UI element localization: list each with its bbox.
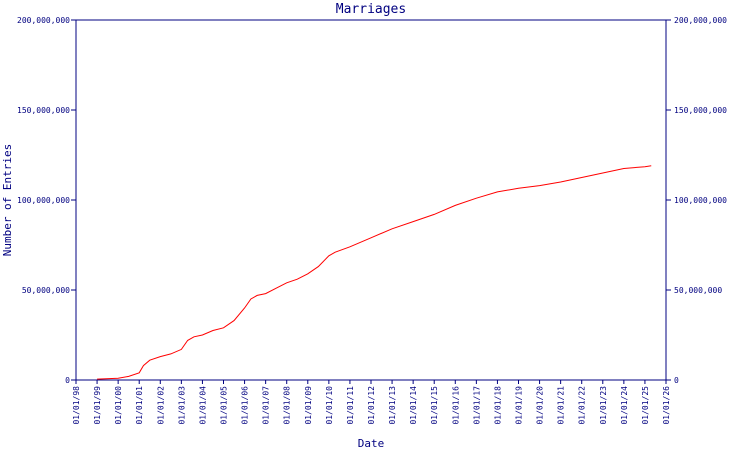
x-tick-label: 01/01/04 — [198, 386, 207, 425]
x-tick-label: 01/01/26 — [662, 386, 671, 425]
x-tick-label: 01/01/14 — [409, 386, 418, 425]
chart-title: Marriages — [336, 2, 406, 17]
y-tick-label: 100,000,000 — [17, 196, 70, 205]
x-tick-label: 01/01/01 — [135, 386, 144, 425]
x-tick-label: 01/01/20 — [536, 386, 545, 425]
x-tick-label: 01/01/05 — [220, 386, 229, 425]
y-axis-label: Number of Entries — [1, 144, 14, 257]
x-tick-label: 01/01/23 — [599, 386, 608, 425]
x-tick-label: 01/01/12 — [367, 386, 376, 425]
x-tick-label: 01/01/99 — [93, 386, 102, 425]
y2-tick-label: 150,000,000 — [674, 106, 727, 115]
x-tick-label: 01/01/02 — [156, 386, 165, 425]
x-tick-label: 01/01/22 — [578, 386, 587, 425]
y-tick-label: 150,000,000 — [17, 106, 70, 115]
x-tick-label: 01/01/25 — [641, 386, 650, 425]
x-tick-label: 01/01/10 — [325, 386, 334, 425]
y2-tick-label: 100,000,000 — [674, 196, 727, 205]
x-tick-label: 01/01/11 — [346, 386, 355, 425]
x-tick-label: 01/01/06 — [241, 386, 250, 425]
x-tick-label: 01/01/98 — [72, 386, 81, 425]
x-tick-label: 01/01/15 — [430, 386, 439, 425]
x-tick-label: 01/01/08 — [283, 386, 292, 425]
y-tick-label: 50,000,000 — [22, 286, 70, 295]
x-tick-label: 01/01/16 — [451, 386, 460, 425]
x-tick-label: 01/01/18 — [493, 386, 502, 425]
y2-tick-label: 0 — [674, 376, 679, 385]
y2-tick-label: 50,000,000 — [674, 286, 722, 295]
x-tick-label: 01/01/21 — [557, 386, 566, 425]
plot-frame — [75, 19, 667, 381]
x-tick-label: 01/01/24 — [620, 386, 629, 425]
x-axis-label: Date — [358, 437, 385, 450]
x-tick-label: 01/01/17 — [472, 386, 481, 425]
y-tick-label: 200,000,000 — [17, 16, 70, 25]
x-tick-label: 01/01/00 — [114, 386, 123, 425]
x-tick-label: 01/01/19 — [515, 386, 524, 425]
x-tick-label: 01/01/13 — [388, 386, 397, 425]
y-tick-label: 0 — [65, 376, 70, 385]
x-tick-label: 01/01/07 — [262, 386, 271, 425]
y2-tick-label: 200,000,000 — [674, 16, 727, 25]
x-tick-label: 01/01/09 — [304, 386, 313, 425]
data-line — [97, 165, 652, 380]
x-tick-label: 01/01/03 — [177, 386, 186, 425]
